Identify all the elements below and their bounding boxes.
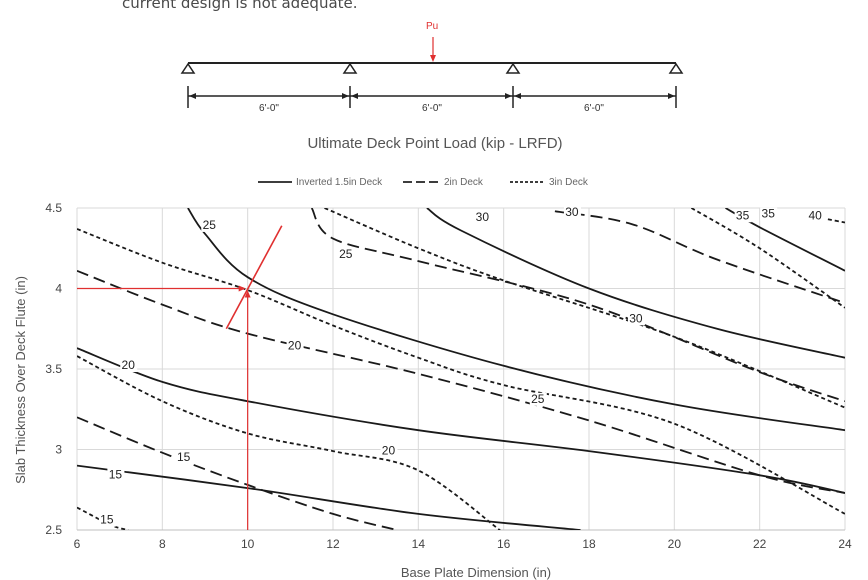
- curve-line: [827, 218, 845, 224]
- curve-label-bg: [563, 206, 581, 220]
- curve-label-bg: [807, 209, 825, 223]
- dimension-arrowhead: [668, 93, 675, 99]
- x-tick-label: 16: [497, 537, 511, 551]
- x-tick-label: 24: [838, 537, 852, 551]
- chart-legend: Inverted 1.5in Deck 2in Deck 3in Deck: [258, 177, 589, 188]
- legend-label: 2in Deck: [444, 177, 484, 188]
- curve-line: [554, 210, 845, 304]
- span-label: 6'-0": [422, 103, 442, 114]
- curve-label-bg: [529, 392, 547, 406]
- plot-area: 6 8 10 12 14 16 18 20 22 24 2.5 3 3.5 4 4.5 15 20 25 30 35…: [45, 201, 852, 551]
- curve-load-label: 35: [736, 208, 750, 222]
- x-tick-label: 20: [668, 537, 682, 551]
- x-tick-label: 8: [159, 537, 166, 551]
- curve-load-label: 25: [531, 392, 545, 406]
- curve-line: [324, 208, 845, 409]
- x-tick-label: 12: [326, 537, 340, 551]
- dimension-arrowhead: [342, 93, 349, 99]
- support-triangle: [180, 62, 196, 74]
- chart-title: Ultimate Deck Point Load (kip - LRFD): [307, 135, 562, 152]
- dimension-arrowhead: [505, 93, 512, 99]
- curve-line: [426, 208, 845, 359]
- x-tick-label: 18: [582, 537, 596, 551]
- dimension-arrowhead: [351, 93, 358, 99]
- annotation: [77, 225, 283, 530]
- curve-line: [77, 228, 845, 515]
- annotation-arrowhead-horizontal: [238, 285, 246, 292]
- intro-text: current design is not adequate.: [122, 0, 358, 12]
- curve-load-label: 20: [382, 443, 396, 457]
- y-tick-label: 3.5: [45, 362, 62, 376]
- support-triangle: [668, 62, 684, 74]
- curve-line: [77, 416, 398, 530]
- curve-line: [77, 269, 845, 494]
- curve-label-bg: [734, 209, 752, 223]
- legend-label: 3in Deck: [549, 177, 589, 188]
- curve-label-bg: [627, 312, 645, 326]
- curve-line: [725, 208, 845, 272]
- axis-ticks: 6 8 10 12 14 16 18 20 22 24 2.5 3 3.5 4 4.5: [45, 201, 852, 551]
- curve-label-bg: [98, 513, 116, 527]
- curve-line: [77, 347, 845, 494]
- curve-load-label: 20: [122, 358, 136, 372]
- curve-line: [187, 208, 845, 432]
- curve-load-label: 15: [109, 467, 123, 481]
- curve-load-label: 30: [476, 210, 490, 224]
- dimension-arrowhead: [514, 93, 521, 99]
- y-tick-label: 2.5: [45, 523, 62, 537]
- curves: [77, 208, 845, 530]
- legend-label: Inverted 1.5in Deck: [296, 177, 383, 188]
- curve-label-bg: [201, 218, 219, 232]
- y-tick-label: 4: [55, 282, 62, 296]
- point-load-arrowhead: [430, 55, 436, 62]
- curve-load-label: 40: [808, 208, 822, 222]
- y-tick-label: 3: [55, 443, 62, 457]
- curve-line: [690, 208, 845, 309]
- annotation-diagonal-line: [225, 225, 283, 330]
- curve-line: [77, 355, 501, 530]
- grid: [76, 207, 846, 531]
- y-axis-label: Slab Thickness Over Deck Flute (in): [13, 276, 28, 484]
- x-axis-label: Base Plate Dimension (in): [401, 565, 551, 580]
- support-triangle: [505, 62, 521, 74]
- curve-load-label: 20: [288, 339, 302, 353]
- curve-labels: 15 20 25 30 35 15 20 25 30 15 20 25 30 35 40: [98, 205, 825, 527]
- point-load-label: Pu: [426, 21, 438, 32]
- curve-load-label: 30: [565, 205, 579, 219]
- curve-line: [77, 464, 581, 530]
- curve-label-bg: [120, 359, 138, 372]
- annotation-arrowhead-vertical: [244, 290, 251, 298]
- curve-label-bg: [380, 444, 398, 458]
- y-tick-label: 4.5: [45, 201, 62, 215]
- span-label: 6'-0": [584, 103, 604, 114]
- span-label: 6'-0": [259, 103, 279, 114]
- x-tick-label: 14: [412, 537, 426, 551]
- x-tick-label: 10: [241, 537, 255, 551]
- curve-load-label: 15: [100, 513, 114, 527]
- curve-label-bg: [286, 339, 304, 353]
- curve-load-label: 25: [339, 247, 353, 261]
- beam-diagram: Pu 6'-0" 6'-0" 6'-0": [180, 21, 684, 114]
- curve-load-label: 30: [629, 311, 643, 325]
- support-triangle: [342, 62, 358, 74]
- curve-load-label: 25: [203, 218, 217, 232]
- curve-label-bg: [474, 210, 492, 224]
- curve-label-bg: [337, 247, 355, 261]
- x-tick-label: 6: [74, 537, 81, 551]
- curve-load-label: 15: [177, 450, 191, 464]
- curve-label-bg: [760, 207, 778, 221]
- curve-label-bg: [107, 468, 125, 482]
- curve-label-bg: [175, 450, 193, 464]
- dimension-arrowhead: [189, 93, 196, 99]
- x-tick-label: 22: [753, 537, 767, 551]
- curve-load-label: 35: [762, 207, 776, 221]
